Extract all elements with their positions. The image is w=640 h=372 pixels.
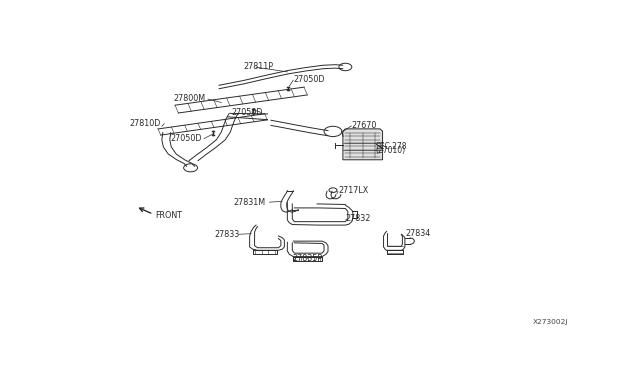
Text: 27832: 27832: [346, 214, 371, 223]
Text: SEC.278: SEC.278: [376, 141, 407, 151]
Text: 27670: 27670: [352, 122, 377, 131]
Text: X273002J: X273002J: [533, 319, 568, 325]
Text: 27050D: 27050D: [170, 134, 202, 143]
Text: 27835P: 27835P: [292, 254, 323, 263]
Text: 27810D: 27810D: [129, 119, 161, 128]
Text: FRONT: FRONT: [156, 211, 182, 220]
Polygon shape: [343, 129, 383, 160]
Text: 27831M: 27831M: [234, 198, 266, 207]
Text: 27834: 27834: [405, 229, 430, 238]
Text: 27050D: 27050D: [231, 108, 263, 117]
Text: 2717LX: 2717LX: [338, 186, 368, 195]
Text: 27050D: 27050D: [293, 75, 324, 84]
Text: 27833: 27833: [214, 230, 239, 239]
Text: 27800M: 27800M: [173, 94, 205, 103]
Text: (27010): (27010): [376, 146, 406, 155]
Text: 27811P: 27811P: [244, 62, 274, 71]
